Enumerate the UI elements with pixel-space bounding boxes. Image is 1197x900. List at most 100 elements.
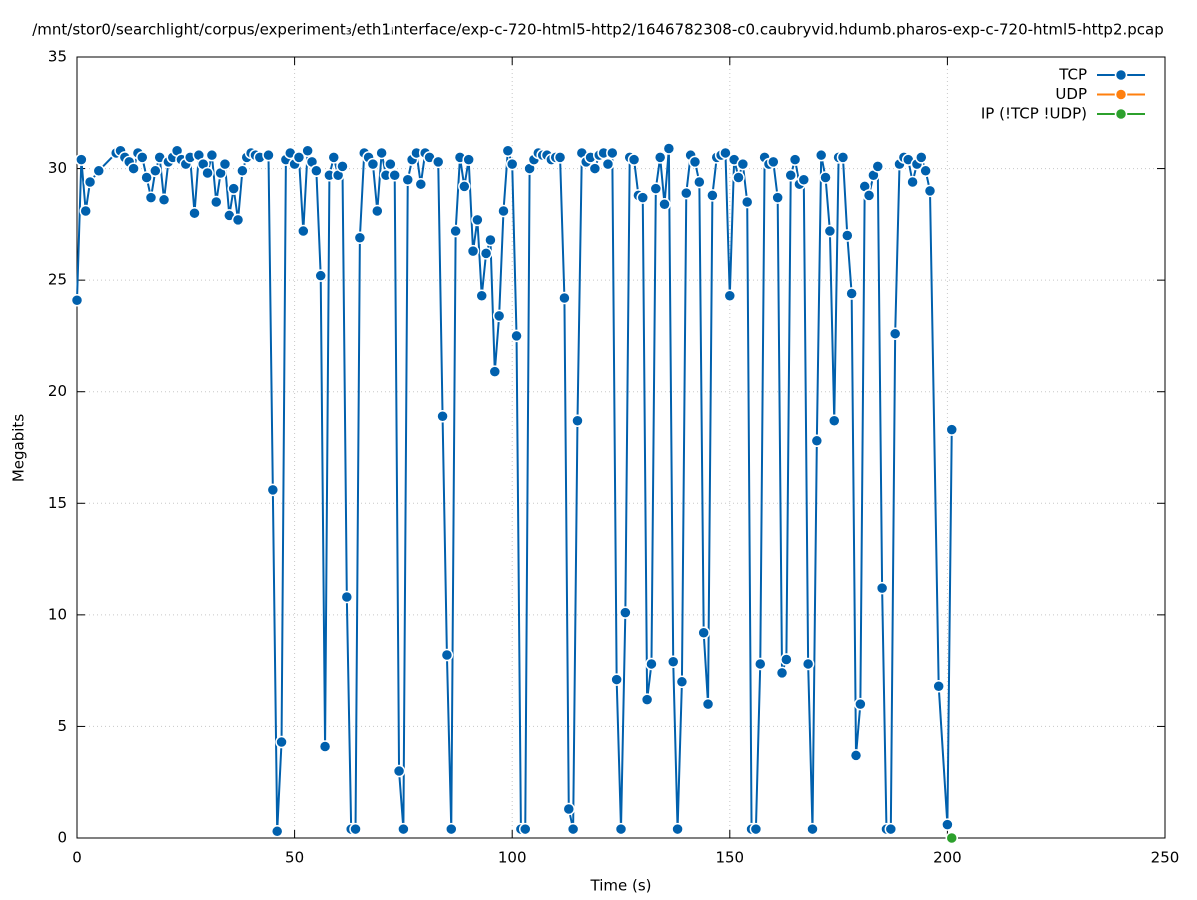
y-tick-label: 25 xyxy=(48,271,67,289)
data-point xyxy=(231,213,245,227)
data-point xyxy=(801,657,815,671)
data-point xyxy=(388,169,401,182)
data-point xyxy=(227,182,240,195)
data-point xyxy=(723,289,737,303)
data-point xyxy=(680,186,693,200)
data-point xyxy=(571,414,584,427)
data-point xyxy=(749,822,763,836)
legend-marker xyxy=(1114,107,1128,121)
data-point xyxy=(666,655,680,668)
data-point xyxy=(297,224,310,238)
legend-marker xyxy=(1114,88,1128,101)
data-point xyxy=(875,581,889,595)
data-point xyxy=(810,434,824,448)
data-point xyxy=(314,269,327,282)
data-point xyxy=(201,166,214,180)
data-point xyxy=(767,155,780,169)
data-point xyxy=(340,590,354,604)
data-point xyxy=(923,184,937,198)
data-point xyxy=(488,365,502,378)
y-tick-label: 10 xyxy=(48,605,67,623)
legend-marker xyxy=(1114,68,1128,82)
data-point xyxy=(471,213,484,227)
data-point xyxy=(236,164,249,178)
data-point xyxy=(349,822,362,836)
data-point xyxy=(397,822,410,836)
data-point xyxy=(492,309,506,323)
data-point xyxy=(719,146,732,160)
data-point xyxy=(658,198,671,211)
data-point xyxy=(814,148,828,162)
data-point xyxy=(92,164,106,178)
chart-title: /mnt/stor0/searchlight/corpus/experiment… xyxy=(32,21,1164,39)
data-point xyxy=(640,693,654,706)
data-point xyxy=(693,175,706,189)
x-tick-label: 100 xyxy=(498,849,527,867)
data-point xyxy=(436,410,449,423)
data-point xyxy=(941,818,954,831)
data-point xyxy=(149,164,162,178)
data-point xyxy=(83,175,97,189)
data-point xyxy=(336,160,349,173)
data-point xyxy=(871,160,885,173)
y-tick-label: 35 xyxy=(48,48,67,66)
data-point xyxy=(849,749,863,762)
data-point xyxy=(845,287,858,300)
x-axis-label: Time (s) xyxy=(590,877,652,895)
y-tick-label: 5 xyxy=(57,717,67,735)
data-point xyxy=(558,291,571,305)
data-point xyxy=(266,483,280,497)
data-point xyxy=(610,673,623,686)
data-point xyxy=(262,148,275,162)
data-point xyxy=(606,146,619,160)
y-tick-label: 30 xyxy=(48,159,67,177)
x-tick-label: 0 xyxy=(72,849,82,867)
data-point xyxy=(788,153,802,166)
data-point xyxy=(732,171,745,184)
data-point xyxy=(884,822,898,836)
series-line xyxy=(76,148,953,832)
data-point xyxy=(862,189,876,202)
data-point xyxy=(205,148,219,162)
data-point xyxy=(353,231,367,244)
x-tick-label: 150 xyxy=(715,849,744,867)
data-point xyxy=(127,162,140,175)
data-point xyxy=(888,327,902,340)
data-point xyxy=(841,229,854,242)
data-point xyxy=(371,204,384,218)
data-point xyxy=(140,171,153,184)
legend-label: TCP xyxy=(1058,66,1087,84)
data-point xyxy=(414,177,428,191)
data-point xyxy=(75,153,88,166)
data-point xyxy=(449,224,462,238)
data-point xyxy=(484,233,497,247)
data-point xyxy=(601,157,615,171)
data-point xyxy=(797,173,811,186)
data-point xyxy=(275,735,288,749)
data-point xyxy=(188,206,201,220)
data-point xyxy=(740,195,754,209)
data-point xyxy=(736,157,750,171)
y-tick-label: 15 xyxy=(48,494,67,512)
data-point xyxy=(566,822,580,836)
data-point xyxy=(932,680,945,693)
x-tick-label: 200 xyxy=(933,849,962,867)
data-point xyxy=(645,657,658,671)
data-point xyxy=(945,423,959,436)
data-point xyxy=(836,151,850,164)
x-tick-label: 50 xyxy=(285,849,304,867)
data-point xyxy=(462,153,475,166)
legend-label: IP (!TCP !UDP) xyxy=(981,105,1087,123)
data-point xyxy=(780,653,793,666)
data-point xyxy=(466,244,480,258)
data-point xyxy=(510,329,523,343)
data-point xyxy=(292,151,306,164)
data-point xyxy=(157,193,171,207)
data-point xyxy=(375,146,388,160)
data-point xyxy=(806,822,819,836)
data-point xyxy=(784,169,797,182)
data-point xyxy=(431,155,445,169)
data-point xyxy=(384,157,397,171)
data-point xyxy=(401,173,415,186)
data-point xyxy=(479,247,493,260)
